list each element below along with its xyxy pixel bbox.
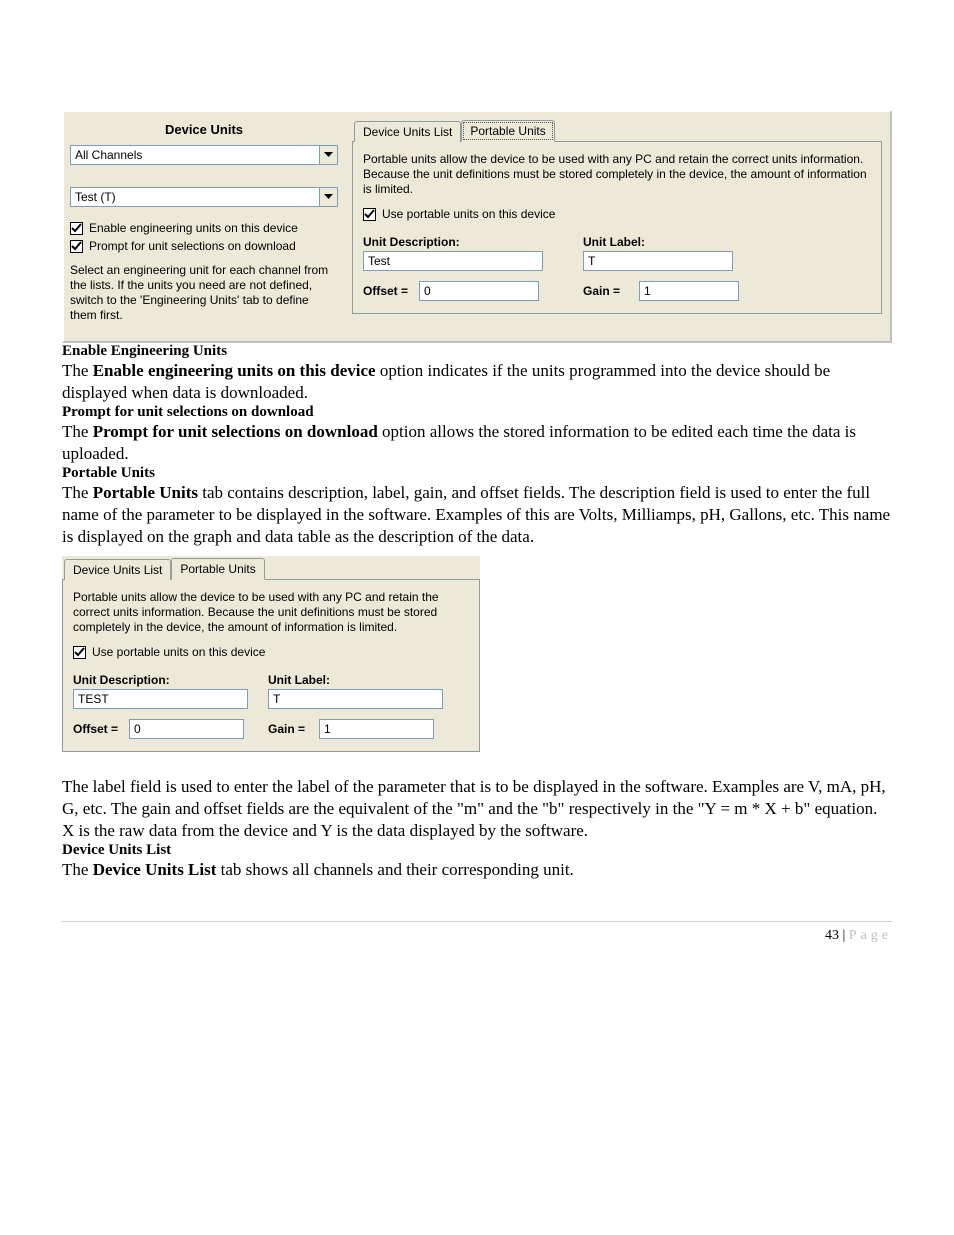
description-label-row: Unit Description: TEST Unit Label: T (73, 673, 469, 709)
gain-label: Gain = (583, 284, 633, 298)
prompt-download-checkbox-row[interactable]: Prompt for unit selections on download (70, 239, 338, 253)
unit-description-label: Unit Description: (363, 235, 583, 249)
checkbox-icon (70, 222, 83, 235)
device-units-dialog: Device Units All Channels Test (T) Enabl… (62, 110, 892, 343)
tab-device-units-list[interactable]: Device Units List (354, 121, 461, 142)
checkbox-icon (363, 208, 376, 221)
use-portable-checkbox-row[interactable]: Use portable units on this device (363, 207, 871, 221)
portable-info-text: Portable units allow the device to be us… (363, 152, 871, 197)
panel-title: Device Units (70, 118, 338, 145)
section-title: Enable Engineering Units (62, 343, 892, 360)
tab-portable-units[interactable]: Portable Units (171, 558, 264, 580)
section-title: Portable Units (62, 465, 892, 482)
portable-units-tab-body: Portable units allow the device to be us… (352, 141, 882, 314)
gain-input[interactable]: 1 (319, 719, 434, 739)
unit-description-label: Unit Description: (73, 673, 268, 687)
unit-description-input[interactable]: TEST (73, 689, 248, 709)
page-number: 43 (825, 928, 839, 943)
page-word: Page (849, 928, 892, 943)
offset-label: Offset = (363, 284, 413, 298)
checkbox-icon (73, 646, 86, 659)
unit-combo-value: Test (T) (70, 187, 320, 207)
use-portable-label: Use portable units on this device (92, 645, 265, 659)
portable-units-dialog: Device Units List Portable Units Portabl… (62, 556, 480, 752)
section-body: The Portable Units tab contains descript… (62, 482, 892, 548)
document-body: The label field is used to enter the lab… (62, 776, 892, 881)
checkbox-icon (70, 240, 83, 253)
offset-gain-row: Offset = 0 Gain = 1 (73, 719, 469, 739)
section-body: The Enable engineering units on this dev… (62, 360, 892, 404)
page-footer: 43 | Page (62, 928, 892, 944)
tab-strip: Device Units List Portable Units (62, 556, 480, 579)
use-portable-label: Use portable units on this device (382, 207, 555, 221)
description-label-row: Unit Description: Test Unit Label: T (363, 235, 871, 271)
section-body: The Prompt for unit selections on downlo… (62, 421, 892, 465)
offset-input[interactable]: 0 (419, 281, 539, 301)
offset-input[interactable]: 0 (129, 719, 244, 739)
unit-description-input[interactable]: Test (363, 251, 543, 271)
tab-strip: Device Units List Portable Units (352, 118, 882, 141)
gain-label: Gain = (268, 722, 313, 736)
section-title: Device Units List (62, 842, 892, 859)
offset-gain-row: Offset = 0 Gain = 1 (363, 281, 871, 301)
section-body: The Device Units List tab shows all chan… (62, 859, 892, 881)
enable-units-checkbox-row[interactable]: Enable engineering units on this device (70, 221, 338, 235)
portable-units-tab-body: Portable units allow the device to be us… (62, 579, 480, 752)
help-text: Select an engineering unit for each chan… (70, 263, 338, 323)
unit-label-input[interactable]: T (268, 689, 443, 709)
channel-combo[interactable]: All Channels (70, 145, 338, 165)
unit-combo[interactable]: Test (T) (70, 187, 338, 207)
unit-label-label: Unit Label: (583, 235, 733, 249)
device-units-left-panel: Device Units All Channels Test (T) Enabl… (64, 112, 346, 341)
chevron-down-icon[interactable] (320, 145, 338, 165)
unit-label-label: Unit Label: (268, 673, 443, 687)
section-body: The label field is used to enter the lab… (62, 776, 892, 842)
tab-portable-units[interactable]: Portable Units (461, 120, 554, 142)
offset-label: Offset = (73, 722, 123, 736)
document-body: Enable Engineering Units The Enable engi… (62, 343, 892, 548)
enable-units-label: Enable engineering units on this device (89, 221, 298, 235)
device-units-right-panel: Device Units List Portable Units Portabl… (346, 112, 890, 341)
unit-label-input[interactable]: T (583, 251, 733, 271)
prompt-download-label: Prompt for unit selections on download (89, 239, 296, 253)
portable-info-text: Portable units allow the device to be us… (73, 590, 469, 635)
section-title: Prompt for unit selections on download (62, 404, 892, 421)
gain-input[interactable]: 1 (639, 281, 739, 301)
chevron-down-icon[interactable] (320, 187, 338, 207)
channel-combo-value: All Channels (70, 145, 320, 165)
use-portable-checkbox-row[interactable]: Use portable units on this device (73, 645, 469, 659)
tab-device-units-list[interactable]: Device Units List (64, 559, 171, 580)
footer-rule (62, 921, 892, 922)
